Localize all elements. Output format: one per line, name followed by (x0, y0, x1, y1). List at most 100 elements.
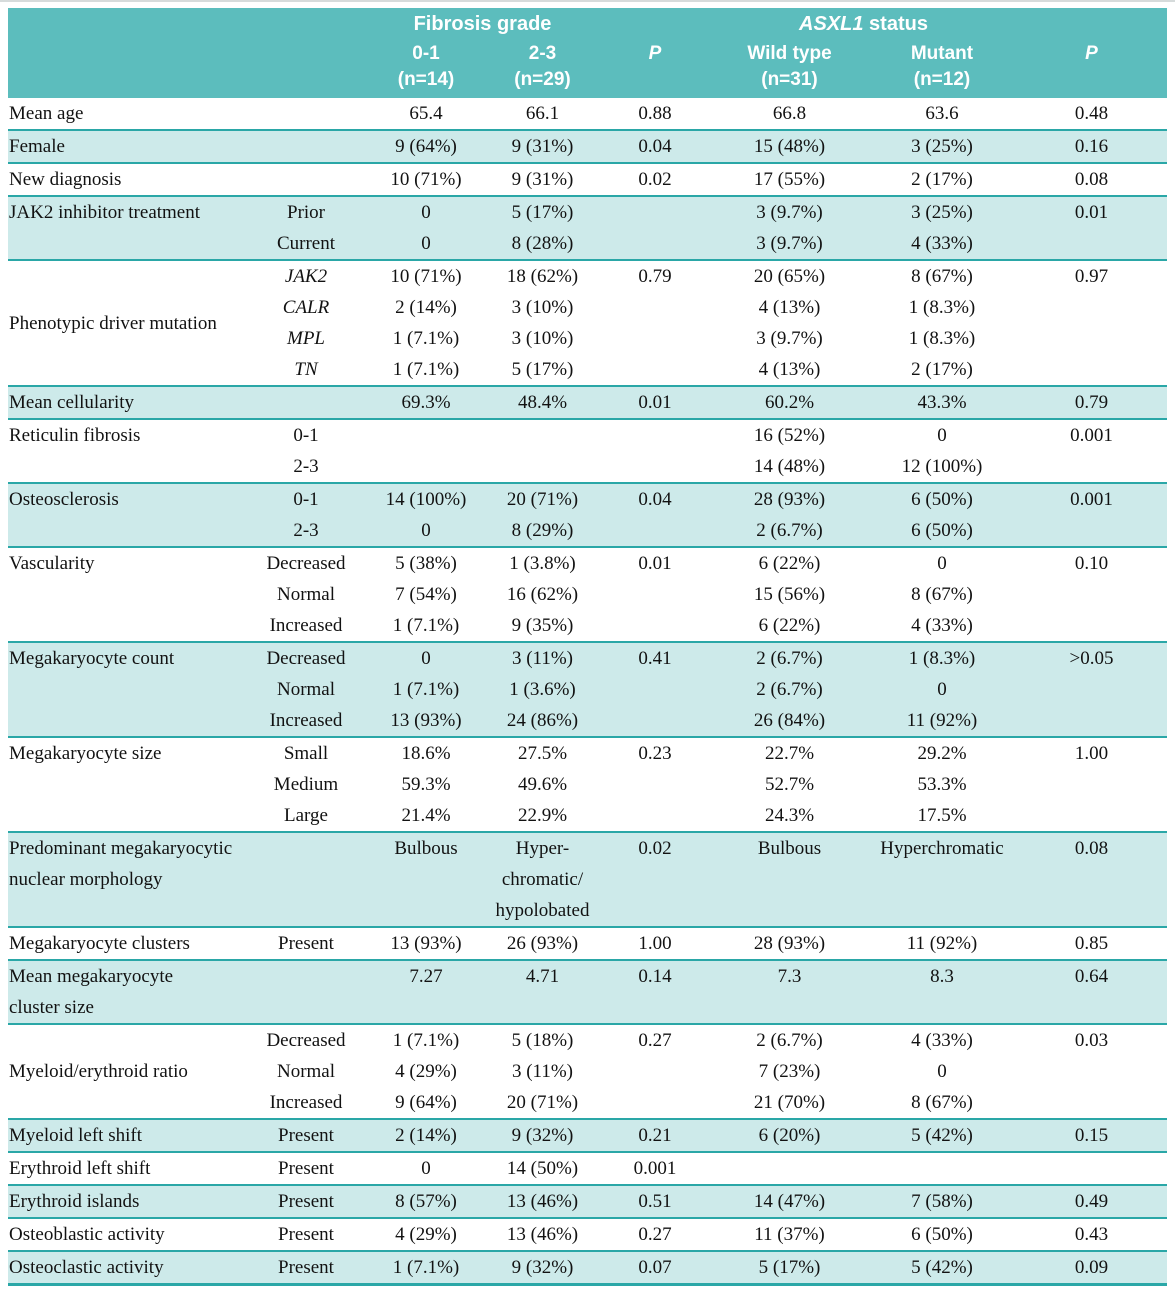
value-cell: 66.8 (772, 103, 807, 124)
value-cell: 13 (46%) (506, 1191, 579, 1212)
value-cell: 6 (22%) (758, 615, 821, 636)
value-cell: 6 (20%) (758, 1125, 821, 1146)
value-cell: 5 (17%) (758, 1257, 821, 1278)
row-sublabel: 2-3 (293, 520, 319, 541)
value-cell: 0.27 (638, 1224, 672, 1245)
row-label: Predominant megakaryocytic nuclear morph… (9, 838, 233, 890)
variable-group: Megakaryocyte count Decreased 0 3 (11%) 0.41… (8, 642, 1167, 737)
value-cell: 2 (6.7%) (756, 1030, 823, 1051)
value-cell (599, 196, 711, 228)
value-cell (1016, 228, 1167, 260)
row-label: Reticulin fibrosis (9, 425, 141, 446)
col-header-mutant: Mutant (n=12) (868, 41, 1016, 98)
value-cell: 6 (50%) (911, 520, 973, 541)
value-cell: 4 (29%) (395, 1224, 457, 1245)
row-sublabel (246, 130, 366, 163)
value-cell: 0.04 (638, 136, 672, 157)
variable-group: Myeloid/erythroid ratio Decreased 1 (7.1%)… (8, 1024, 1167, 1119)
value-cell: 2 (17%) (911, 169, 973, 190)
variable-group: JAK2 inhibitor treatment Prior 0 5 (17%) 3 (… (8, 196, 1167, 260)
value-cell: 1 (7.1%) (392, 1030, 460, 1051)
value-cell (1016, 610, 1167, 642)
value-cell: 11 (92%) (906, 933, 978, 954)
value-cell: 1 (7.1%) (392, 1257, 460, 1278)
table-row: Megakaryocyte size Small 18.6% 27.5% 0.23 22.… (8, 737, 1167, 769)
value-cell (1016, 451, 1167, 483)
value-cell (1016, 1056, 1167, 1087)
value-cell: 2 (17%) (911, 359, 973, 380)
value-cell: 0 (421, 202, 431, 223)
value-cell: 0.21 (638, 1125, 672, 1146)
value-cell: 29.2% (917, 743, 967, 764)
value-cell (1016, 800, 1167, 832)
value-cell: 60.2% (764, 392, 815, 413)
table-row: CALR 2 (14%) 3 (10%) 4 (13%) 1 (8.3%) (8, 292, 1167, 323)
value-cell (1016, 292, 1167, 323)
value-cell: 4 (33%) (911, 1030, 973, 1051)
row-sublabel: Decreased (266, 648, 346, 669)
row-label: Mean cellularity (9, 392, 135, 413)
value-cell: 9 (31%) (511, 169, 574, 190)
row-sublabel: CALR (282, 297, 330, 318)
row-label: Mean megakaryocyte cluster size (9, 966, 174, 1018)
value-cell (868, 1152, 1016, 1185)
variable-group: Osteosclerosis 0-1 14 (100%) 20 (71%) 0.04 28… (8, 483, 1167, 547)
row-sublabel: 0-1 (293, 425, 319, 446)
value-cell: 9 (35%) (511, 615, 574, 636)
table-row: Myeloid/erythroid ratio Decreased 1 (7.1%)… (8, 1024, 1167, 1082)
value-cell: 21.4% (401, 805, 451, 826)
value-cell: 9 (31%) (511, 136, 574, 157)
value-cell: 13 (93%) (390, 710, 462, 731)
row-label: Osteoblastic activity (9, 1224, 165, 1245)
value-cell: 4.71 (525, 966, 560, 987)
value-cell: 0.08 (1074, 838, 1109, 859)
value-cell: 11 (92%) (906, 710, 978, 731)
col-header-fibrosis-2-3: 2-3 (n=29) (486, 41, 599, 98)
variable-group: Myeloid left shift Present 2 (14%) 9 (32%) 0… (8, 1119, 1167, 1152)
row-label: Megakaryocyte count (9, 648, 175, 669)
value-cell: 2 (14%) (395, 297, 457, 318)
value-cell: 0.09 (1074, 1257, 1109, 1278)
value-cell: 13 (93%) (390, 933, 462, 954)
value-cell: 2 (6.7%) (756, 520, 823, 541)
value-cell: 0 (937, 1061, 947, 1082)
value-cell: 16 (62%) (506, 584, 579, 605)
row-sublabel (246, 832, 366, 927)
header-fibrosis-grade: Fibrosis grade (366, 8, 599, 41)
row-label: JAK2 inhibitor treatment (9, 202, 201, 223)
row-sublabel: Decreased (266, 553, 346, 574)
table-header: Fibrosis grade ASXL1 status 0-1 (n=14) 2… (8, 8, 1167, 98)
table-row: Large 21.4% 22.9% 24.3% 17.5% (8, 800, 1167, 832)
table-row: JAK2 inhibitor treatment Prior 0 5 (17%) 3 (… (8, 196, 1167, 228)
value-cell: Hyperchromatic (880, 838, 1004, 859)
value-cell: 1 (7.1%) (392, 359, 460, 380)
value-cell: >0.05 (1069, 648, 1114, 669)
value-cell: 0.08 (1074, 169, 1109, 190)
value-cell: 3 (11%) (511, 1061, 574, 1082)
value-cell: 3 (11%) (511, 648, 574, 669)
header-group-row: Fibrosis grade ASXL1 status (8, 8, 1167, 41)
col-header-p-fibrosis: P (599, 41, 711, 98)
value-cell: 1 (8.3%) (908, 648, 976, 669)
value-cell: 8 (29%) (511, 520, 574, 541)
value-cell (1016, 579, 1167, 610)
value-cell: 0.85 (1074, 933, 1109, 954)
value-cell: 1.00 (1074, 743, 1109, 764)
table-row: Erythroid left shift Present 0 14 (50%) 0.00… (8, 1152, 1167, 1185)
value-cell: 0.03 (1074, 1030, 1109, 1051)
value-cell: 17.5% (917, 805, 967, 826)
value-cell (599, 800, 711, 832)
table-row: 2-3 14 (48%) 12 (100%) (8, 451, 1167, 483)
col-header-p-asxl1: P (1016, 41, 1167, 98)
row-label: Vascularity (9, 553, 95, 574)
asxl1-gene-label: ASXL1 (799, 13, 864, 35)
value-cell: 10 (71%) (390, 169, 462, 190)
value-cell: 52.7% (764, 774, 815, 795)
value-cell: 0.07 (638, 1257, 672, 1278)
table-row: Predominant megakaryocytic nuclear morph… (8, 832, 1167, 927)
value-cell: 0.01 (638, 392, 672, 413)
value-cell (1016, 1152, 1167, 1185)
variable-group: Reticulin fibrosis 0-1 16 (52%) 0 0.001 2-3 14… (8, 419, 1167, 483)
value-cell: 14 (100%) (385, 489, 467, 510)
value-cell (599, 579, 711, 610)
